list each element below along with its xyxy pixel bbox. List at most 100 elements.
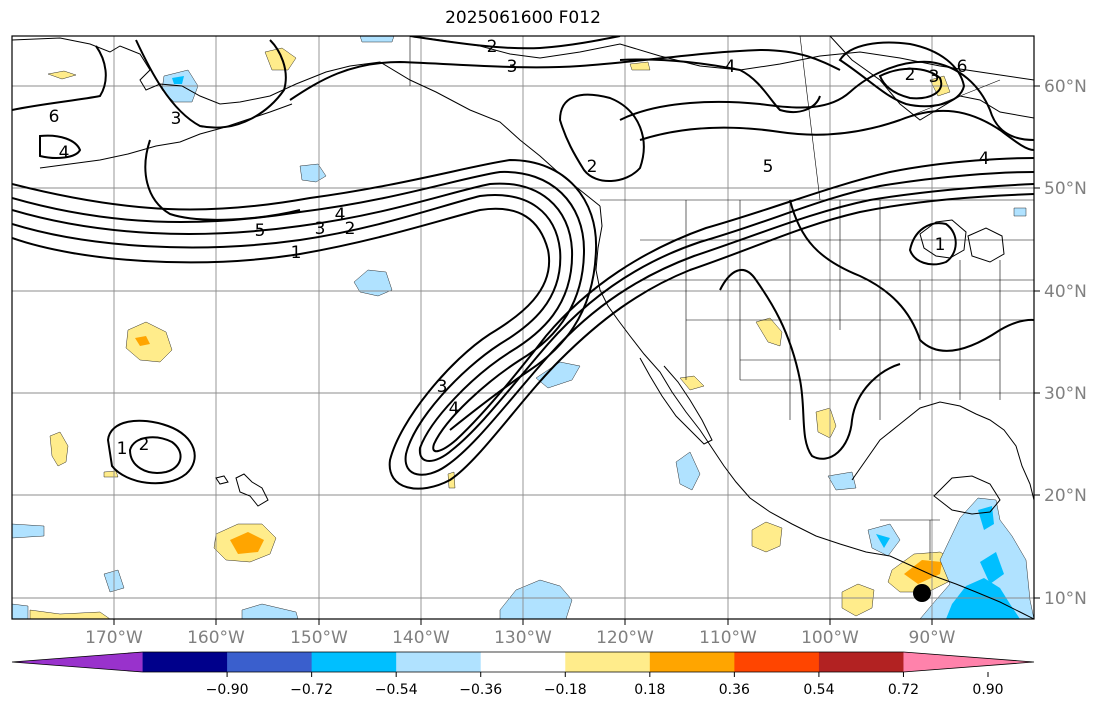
longitude-labels: 170°W 160°W 150°W 140°W 130°W 120°W 110°…	[85, 628, 956, 648]
contour-label: 4	[979, 149, 990, 169]
jet-contour-2	[12, 183, 1034, 476]
aleutian-chain	[39, 103, 293, 169]
contours	[12, 36, 1034, 490]
patch-warm-core	[230, 532, 264, 554]
baja-peninsula	[639, 357, 713, 445]
hawaii	[235, 473, 269, 507]
colorbar-outline	[11, 651, 1035, 673]
colorbar-swatch	[227, 652, 313, 672]
latitude-labels: 60°N 50°N 40°N 30°N 20°N 10°N	[1044, 77, 1087, 609]
patch-cool	[299, 163, 327, 183]
colorbar-tick-label: −0.18	[544, 682, 587, 698]
colorbar-tick-label: 0.54	[803, 682, 834, 698]
patch-cool	[12, 603, 29, 619]
contour-label: 3	[507, 57, 518, 77]
lon-label: 130°W	[494, 628, 552, 648]
colorbar-swatch	[396, 652, 482, 672]
patch-warm	[49, 431, 69, 467]
north-coast	[409, 36, 1034, 81]
patch-cool	[827, 471, 857, 491]
contour-label: 2	[345, 219, 356, 239]
contour-ring-2	[106, 419, 196, 485]
lat-label: 60°N	[1044, 77, 1087, 97]
lat-label: 40°N	[1044, 282, 1087, 302]
lon-label: 140°W	[392, 628, 450, 648]
contour-label: 3	[315, 219, 326, 239]
patch-cool	[12, 523, 45, 539]
contour-ring-1	[128, 436, 182, 474]
colorbar-swatch	[649, 652, 735, 672]
jet-contour-4	[12, 157, 1034, 453]
colorbar-tick-label: 0.18	[634, 682, 665, 698]
contour-label-group: 1 2 3 4 5 6 4 3 2 3 4 5 2 2 3 6 4 1 3 4 …	[49, 37, 990, 459]
patch-cool-core	[980, 552, 1004, 584]
lon-label: 150°W	[290, 628, 348, 648]
colorbar-swatch	[565, 652, 651, 672]
contour-label: 4	[725, 57, 736, 77]
great-lakes	[919, 219, 967, 259]
colorbar-tick-label: −0.72	[290, 682, 333, 698]
contour-label: 1	[117, 439, 128, 459]
contour-label: 5	[763, 157, 774, 177]
contour-label: 5	[255, 221, 266, 241]
ne-contour-3	[878, 67, 943, 100]
colorbar-tick-label: 0.72	[888, 682, 919, 698]
ne-contour-6	[838, 41, 966, 108]
colorbar-swatch	[311, 652, 397, 672]
colorbar-tick-label: 0.36	[719, 682, 750, 698]
hudson-area	[829, 36, 1034, 121]
colorbar-tick-label: 0.90	[972, 682, 1003, 698]
lat-label: 30°N	[1044, 384, 1087, 404]
patch-cool	[675, 451, 701, 491]
contour-label: 3	[171, 109, 182, 129]
patch-warm	[629, 61, 651, 71]
interior-contour	[719, 268, 901, 460]
contour-label: 4	[449, 399, 460, 419]
contour-label: 2	[905, 65, 916, 85]
patch-cool	[241, 603, 299, 619]
colorbar	[11, 651, 1035, 673]
east-contour-1	[908, 222, 957, 266]
lat-label: 50°N	[1044, 179, 1087, 199]
map-panel: 1 2 3 4 5 6 4 3 2 3 4 5 2 2 3 6 4 1 3 4 …	[12, 36, 1034, 619]
patch-cool	[1013, 207, 1027, 217]
contour-label: 4	[59, 143, 70, 163]
patch-cool-core	[876, 534, 890, 548]
alaska-coast	[12, 37, 601, 207]
jet-contour-1	[12, 193, 1034, 490]
jet-contour-3	[12, 171, 1034, 462]
patch-cool-core	[946, 578, 1020, 619]
contour-label: 4	[335, 205, 346, 225]
ak-contour	[144, 139, 301, 221]
patch-warm	[47, 70, 77, 80]
jet-contour-5	[12, 158, 598, 431]
colorbar-tick-label: −0.36	[459, 682, 502, 698]
patch-cool	[353, 269, 393, 297]
lon-label: 120°W	[596, 628, 654, 648]
nw-contour-4	[39, 134, 82, 159]
north-contour-4	[619, 58, 821, 114]
shaded-patches	[12, 36, 1034, 619]
colorbar-swatch	[480, 652, 566, 672]
patch-warm	[841, 583, 875, 617]
north-contour-3	[289, 48, 841, 101]
lon-label: 170°W	[85, 628, 143, 648]
axis-ticks	[113, 85, 1040, 625]
patch-warm	[679, 375, 705, 391]
hawaii-2	[215, 475, 229, 485]
colorbar-extend-low	[12, 652, 143, 672]
north-contour-2	[409, 36, 621, 50]
colorbar-tick-label: −0.54	[375, 682, 418, 698]
contour-label: 1	[935, 235, 946, 255]
patch-warm	[29, 609, 111, 619]
patch-cool	[535, 361, 581, 389]
state-borders	[409, 36, 1034, 560]
lon-label: 100°W	[801, 628, 859, 648]
nw-contour-6	[12, 45, 107, 111]
canada-contour-5	[619, 60, 1034, 141]
colorbar-tick-label: −0.90	[206, 682, 249, 698]
patch-warm	[815, 407, 837, 439]
colorbar-swatch	[734, 652, 820, 672]
patch-warm	[103, 470, 119, 478]
bc-contour-2	[558, 93, 645, 183]
